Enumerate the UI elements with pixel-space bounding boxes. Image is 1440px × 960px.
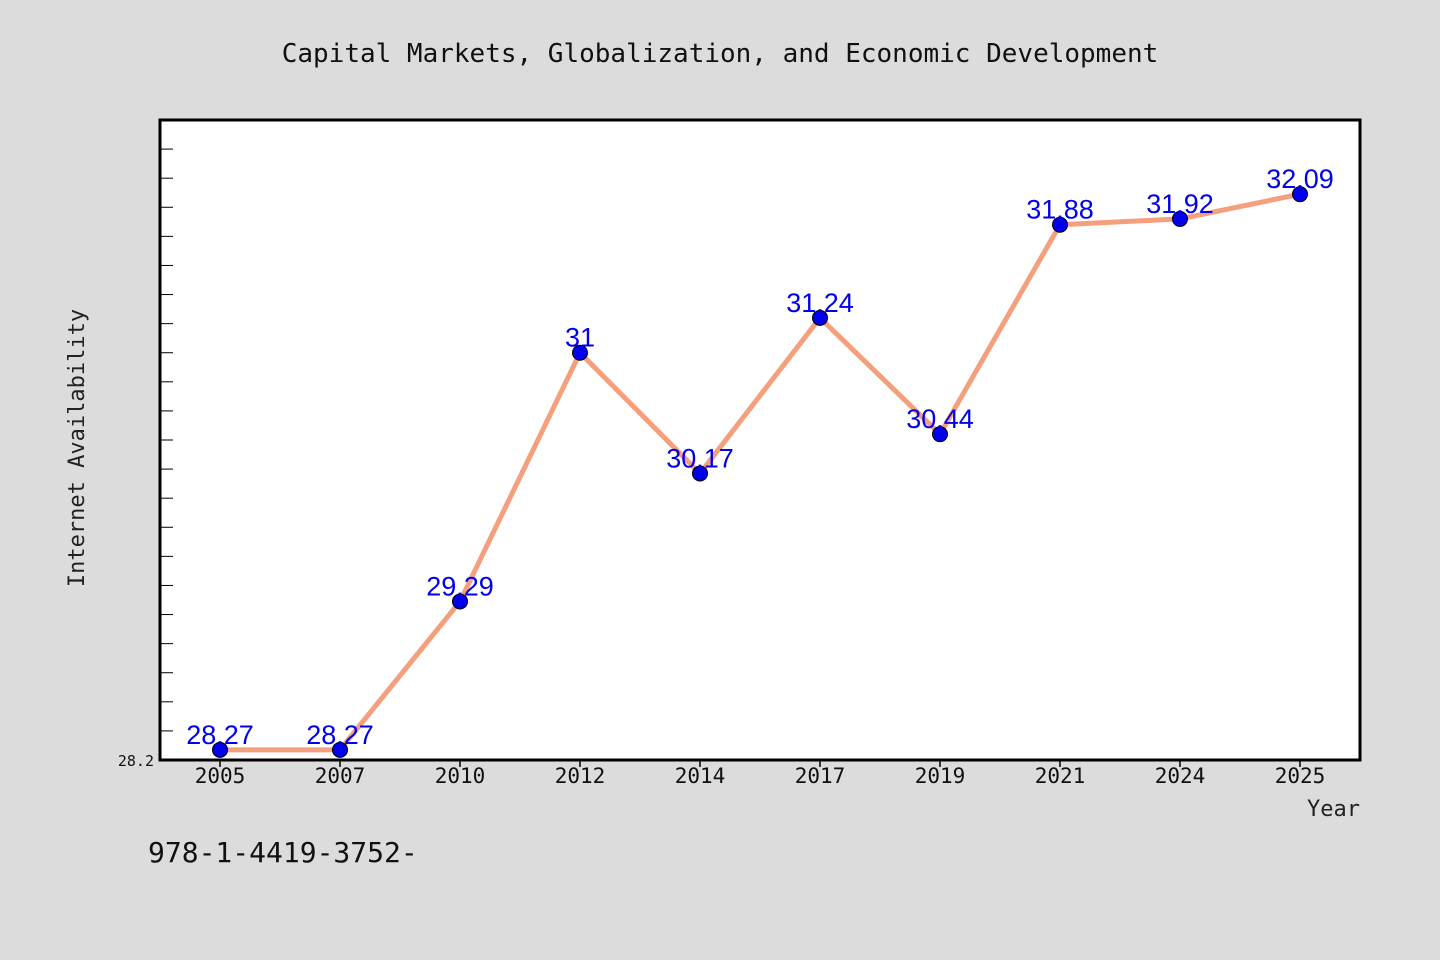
x-tick-label: 2012 bbox=[555, 764, 606, 788]
x-tick-label: 2005 bbox=[195, 764, 246, 788]
data-label: 32.09 bbox=[1266, 164, 1334, 194]
data-label: 30.44 bbox=[906, 404, 974, 434]
data-point bbox=[212, 741, 228, 758]
data-label: 31.92 bbox=[1146, 189, 1214, 219]
data-point bbox=[932, 426, 948, 443]
data-point bbox=[1052, 216, 1068, 233]
x-axis-ticks: 2005 2007 2010 2012 2014 2017 2019 2021 2024 2025 bbox=[195, 760, 1326, 788]
x-tick-label: 2025 bbox=[1275, 764, 1326, 788]
data-label: 28.27 bbox=[186, 720, 254, 750]
x-tick-label: 2024 bbox=[1155, 764, 1206, 788]
data-label: 29.29 bbox=[426, 571, 494, 601]
data-point bbox=[812, 309, 828, 326]
x-axis-label: Year bbox=[1307, 797, 1360, 822]
data-label: 30.17 bbox=[666, 443, 734, 473]
series-markers bbox=[212, 186, 1308, 758]
x-tick-label: 2010 bbox=[435, 764, 486, 788]
y-axis-label: Internet Availability bbox=[65, 309, 90, 587]
x-tick-label: 2019 bbox=[915, 764, 966, 788]
data-label: 31.24 bbox=[786, 288, 854, 318]
x-tick-label: 2014 bbox=[675, 764, 726, 788]
data-label: 31 bbox=[565, 323, 595, 353]
data-point bbox=[452, 593, 468, 610]
data-point bbox=[572, 344, 588, 361]
data-point bbox=[1292, 186, 1308, 203]
data-point bbox=[692, 465, 708, 482]
plot-area bbox=[158, 118, 1362, 762]
data-labels: 28.27 28.27 29.29 31 30.17 31.24 30.44 31.88 31.… bbox=[186, 164, 1334, 750]
data-point bbox=[332, 741, 348, 758]
x-tick-label: 2021 bbox=[1035, 764, 1086, 788]
data-point bbox=[1172, 210, 1188, 227]
x-tick-label: 2017 bbox=[795, 764, 846, 788]
series-line bbox=[220, 191, 1301, 753]
y-tick-label: 28.2 bbox=[118, 752, 154, 770]
y-axis-ticks bbox=[160, 119, 173, 761]
chart-title: Capital Markets, Globalization, and Econ… bbox=[282, 39, 1159, 69]
data-label: 28.27 bbox=[306, 720, 374, 750]
x-tick-label: 2007 bbox=[315, 764, 366, 788]
footer-isbn: 978-1-4419-3752- bbox=[148, 836, 418, 869]
data-label: 31.88 bbox=[1026, 195, 1094, 225]
